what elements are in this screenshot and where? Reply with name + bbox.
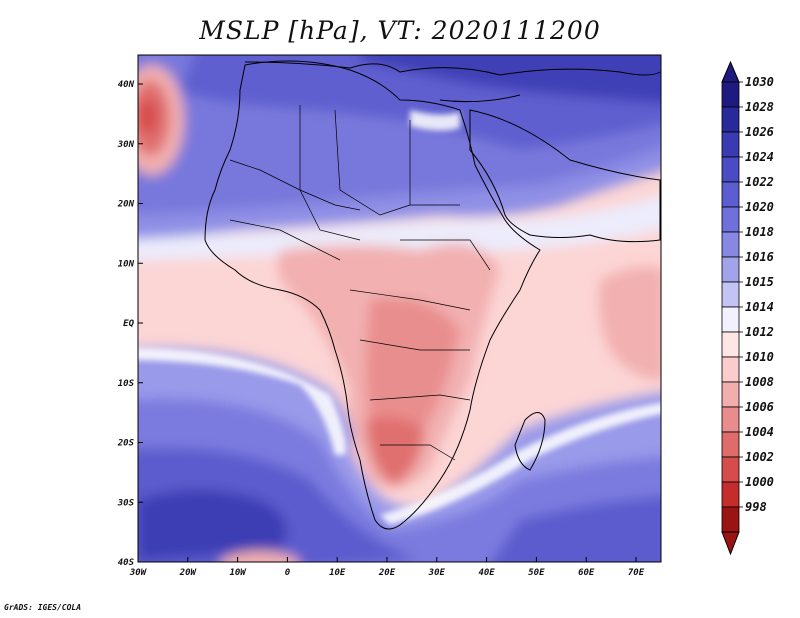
colorbar-level-label: 1014 <box>745 300 774 314</box>
colorbar-swatch <box>721 431 740 458</box>
lat-tick-label: 20S <box>117 439 135 449</box>
colorbar-level-label: 1010 <box>745 350 774 364</box>
colorbar-swatch <box>721 131 740 158</box>
grads-credit: GrADS: IGES/COLA <box>4 603 82 612</box>
map-title: MSLP [hPa], VT: 2020111200 <box>199 16 601 45</box>
colorbar-swatch <box>721 481 740 508</box>
lat-tick-label: 40S <box>118 558 135 568</box>
lat-tick-label: 30N <box>117 140 135 150</box>
lon-tick-label: 10E <box>329 568 346 578</box>
colorbar-swatch <box>721 381 740 408</box>
longitude-axis: 30W 20W 10W 0 10E 20E 30E 40E 50E 60E 70E <box>129 557 645 578</box>
lon-tick-label: 30W <box>129 568 148 578</box>
lat-tick-label: EQ <box>123 319 134 329</box>
lat-tick-label: 30S <box>117 498 135 508</box>
colorbar-level-label: 1022 <box>745 175 774 189</box>
lat-tick-label: 10S <box>118 379 135 389</box>
colorbar-level-label: 1012 <box>745 325 774 339</box>
colorbar-swatch <box>721 406 740 433</box>
lon-tick-label: 60E <box>578 568 595 578</box>
colorbar-level-label: 1002 <box>745 450 774 464</box>
colorbar-level-label: 1028 <box>745 100 774 114</box>
colorbar-level-label: 1008 <box>745 375 774 389</box>
colorbar-swatch <box>721 156 740 183</box>
colorbar-level-label: 1004 <box>745 425 774 439</box>
lon-tick-label: 70E <box>628 568 645 578</box>
latitude-axis: 40N 30N 20N 10N EQ 10S 20S 30S 40S <box>117 80 143 568</box>
colorbar-swatch <box>721 506 740 533</box>
colorbar-bottom-arrow <box>721 531 740 556</box>
colorbar-swatch <box>721 206 740 233</box>
colorbar-level-label: 1016 <box>745 250 774 264</box>
colorbar-swatch <box>721 456 740 483</box>
africa-coastline <box>204 60 541 530</box>
plot-frame <box>137 54 662 563</box>
colorbar-swatch <box>721 356 740 383</box>
colorbar-top-arrow <box>721 60 740 83</box>
colorbar-level-label: 1024 <box>745 150 774 164</box>
pressure-field <box>138 55 661 562</box>
country-borders <box>229 105 491 461</box>
colorbar-level-label: 1000 <box>745 475 774 489</box>
colorbar-legend: 1030 1028 1026 1024 1022 1020 1018 1016 1015 1014… <box>721 60 774 556</box>
colorbar-level-label: 1026 <box>745 125 774 139</box>
lat-tick-label: 20N <box>117 200 135 210</box>
lon-tick-label: 30E <box>428 568 446 578</box>
colorbar-level-label: 1015 <box>745 275 774 289</box>
colorbar-swatch <box>721 81 740 108</box>
colorbar-swatch <box>721 231 740 258</box>
colorbar-level-label: 1020 <box>745 200 774 214</box>
colorbar-swatch <box>721 181 740 208</box>
lon-tick-label: 20W <box>179 568 198 578</box>
colorbar-swatch <box>721 331 740 358</box>
lon-tick-label: 50E <box>528 568 545 578</box>
lon-tick-label: 10W <box>229 568 247 578</box>
colorbar-level-label: 998 <box>745 500 767 514</box>
colorbar-level-label: 1006 <box>745 400 774 414</box>
lon-tick-label: 40E <box>478 568 495 578</box>
coastlines <box>204 60 661 530</box>
colorbar-swatch <box>721 106 740 133</box>
colorbar-swatch <box>721 256 740 283</box>
lon-tick-label: 20E <box>378 568 396 578</box>
colorbar-swatch <box>721 306 740 333</box>
lon-tick-label: 0 <box>285 568 291 578</box>
lat-tick-label: 40N <box>118 80 135 90</box>
lat-tick-label: 10N <box>118 259 135 269</box>
colorbar-level-label: 1030 <box>745 75 774 89</box>
colorbar-swatch <box>721 281 740 308</box>
arabia-outline <box>469 109 661 243</box>
madagascar-outline <box>514 412 546 471</box>
colorbar-level-label: 1018 <box>745 225 774 239</box>
